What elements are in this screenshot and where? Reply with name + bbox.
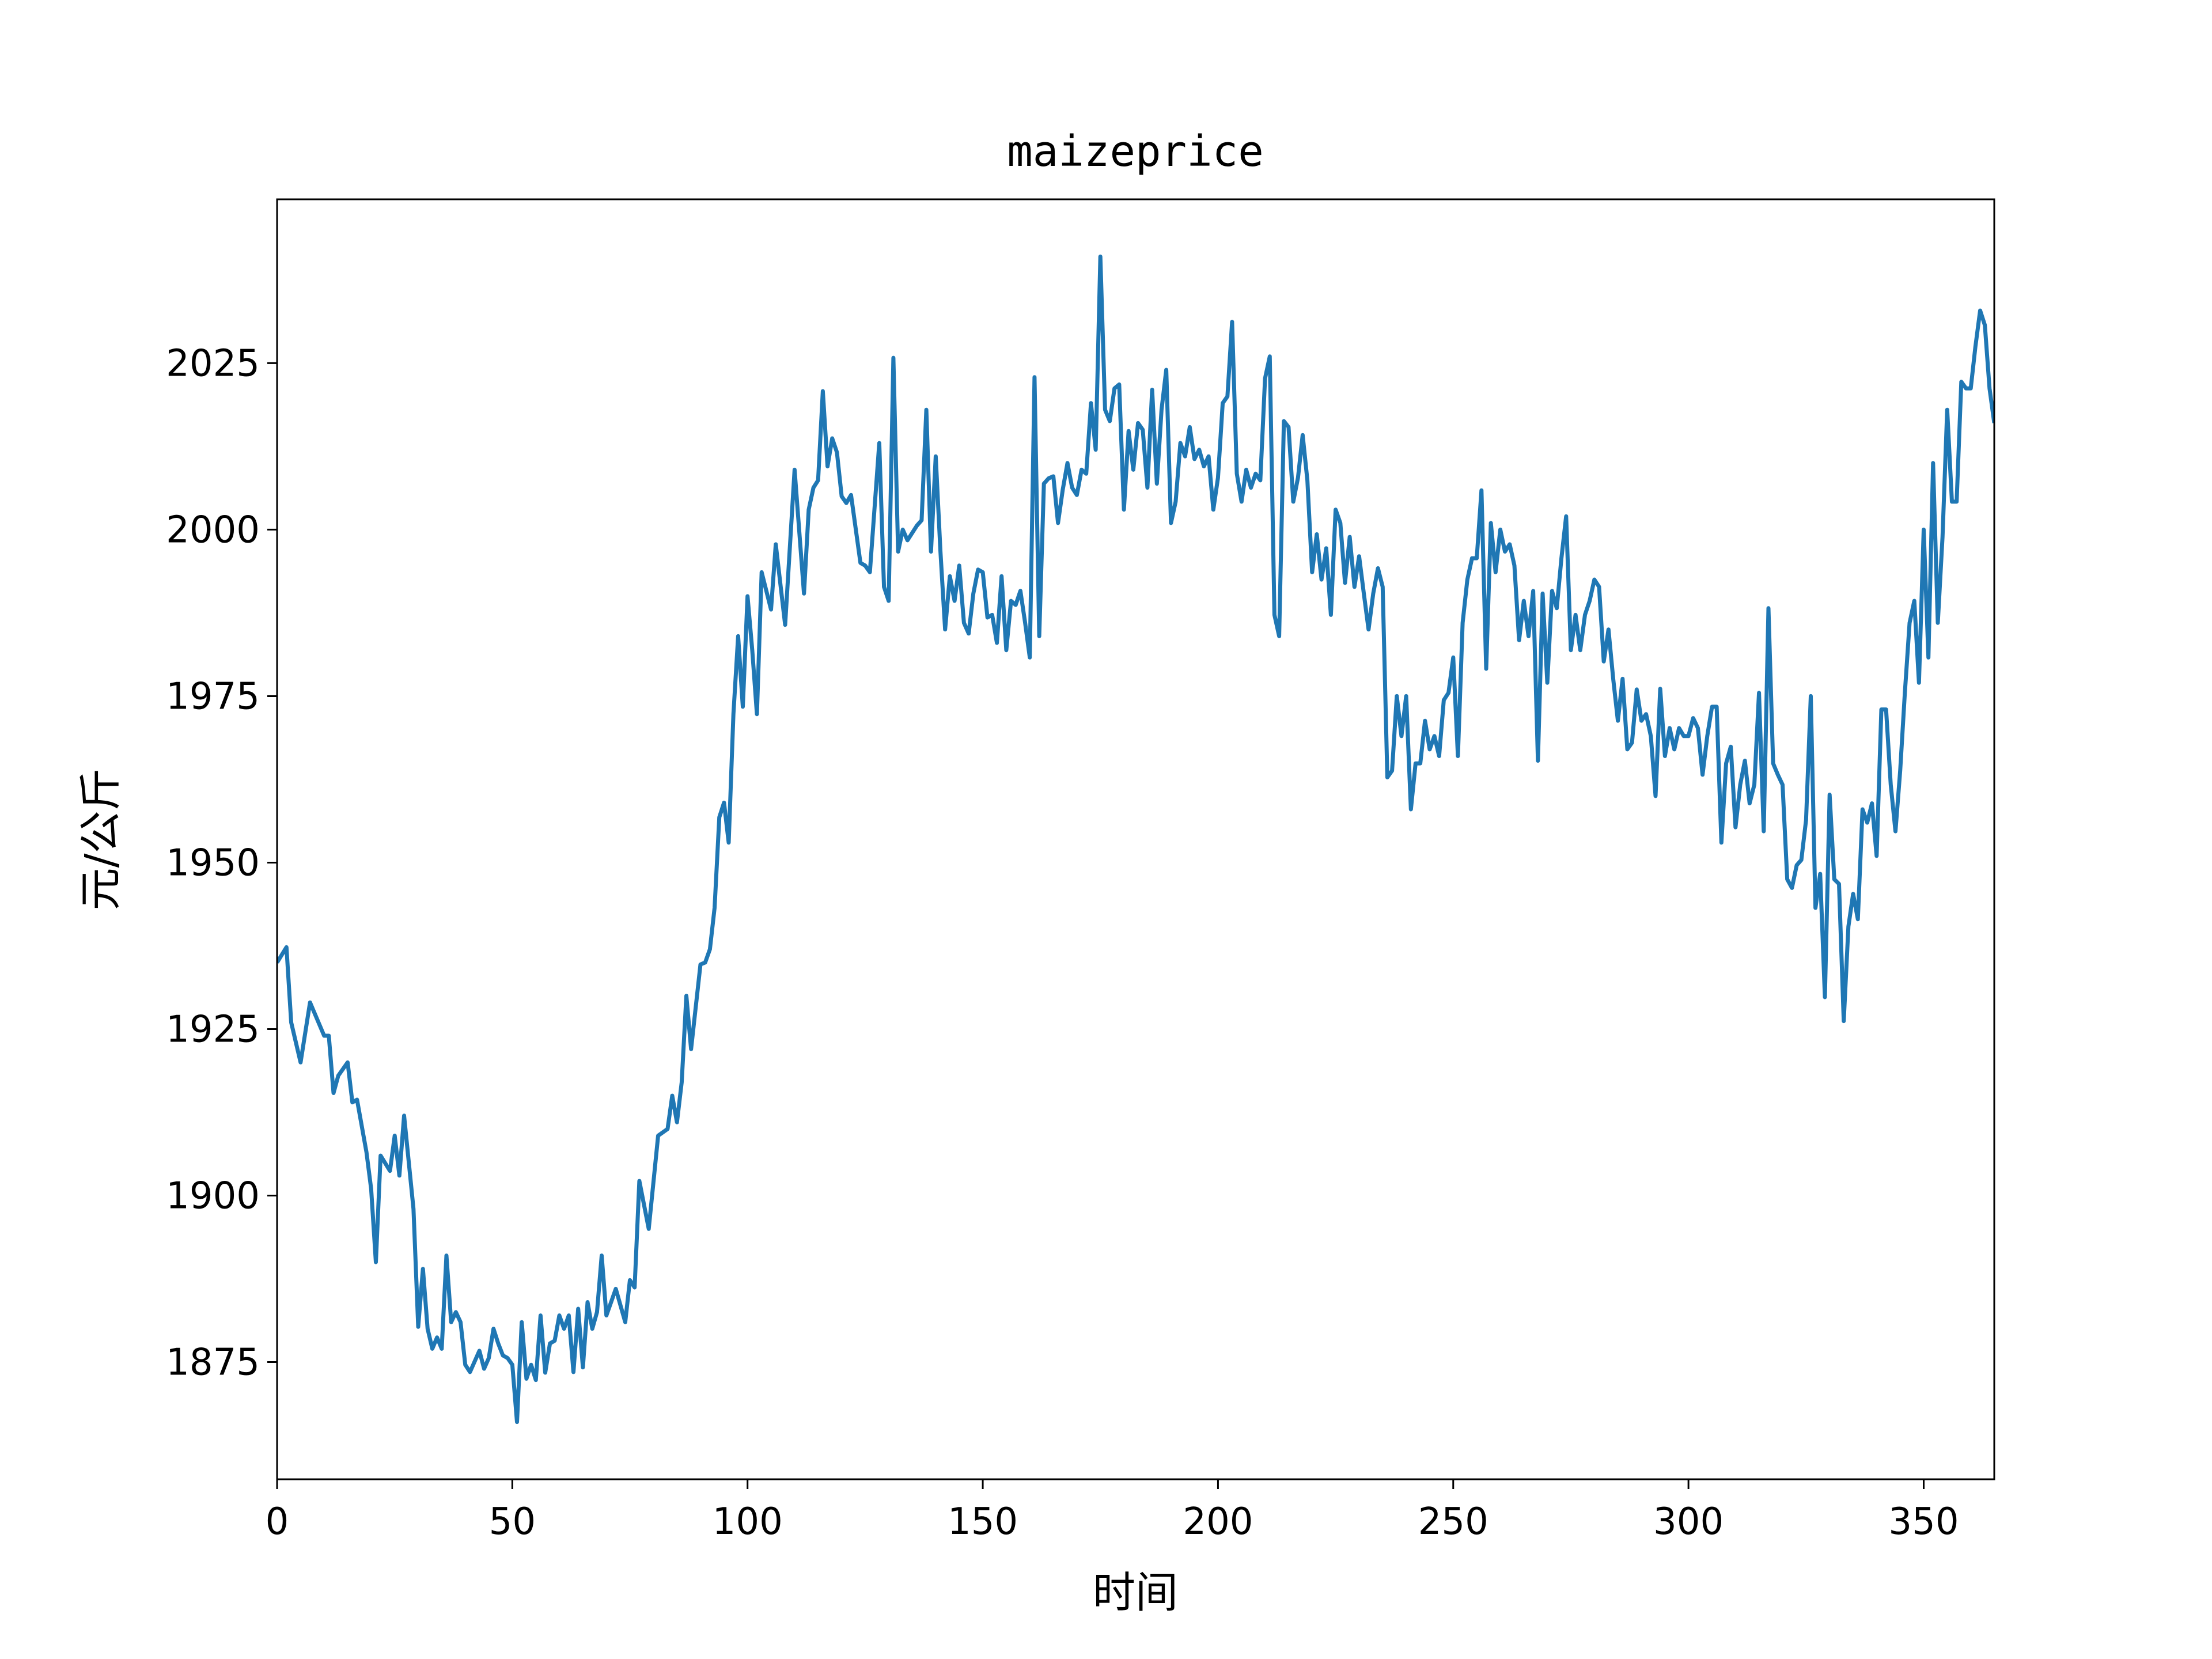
chart-title: maizeprice [1007,127,1264,176]
x-tick-label: 250 [1418,1501,1488,1543]
y-tick-label: 2000 [166,509,260,551]
y-tick-label: 1975 [166,675,260,718]
data-line [277,254,1994,1425]
x-tick-label: 50 [489,1501,536,1543]
y-tick-label: 1900 [166,1175,260,1218]
y-tick-label: 1875 [166,1342,260,1384]
y-axis-label: 元/公斤 [76,768,126,911]
plot-frame [276,198,1995,1480]
y-tick-label: 1950 [166,842,260,884]
y-tick-label: 1925 [166,1008,260,1051]
x-tick-label: 200 [1183,1501,1253,1543]
x-axis-label: 时间 [1093,1568,1178,1618]
x-tick-label: 150 [948,1501,1018,1543]
x-tick-label: 350 [1888,1501,1959,1543]
y-tick-label: 2025 [166,342,260,385]
x-tick-label: 300 [1653,1501,1724,1543]
x-tick-label: 0 [266,1501,289,1543]
x-tick-label: 100 [713,1501,783,1543]
